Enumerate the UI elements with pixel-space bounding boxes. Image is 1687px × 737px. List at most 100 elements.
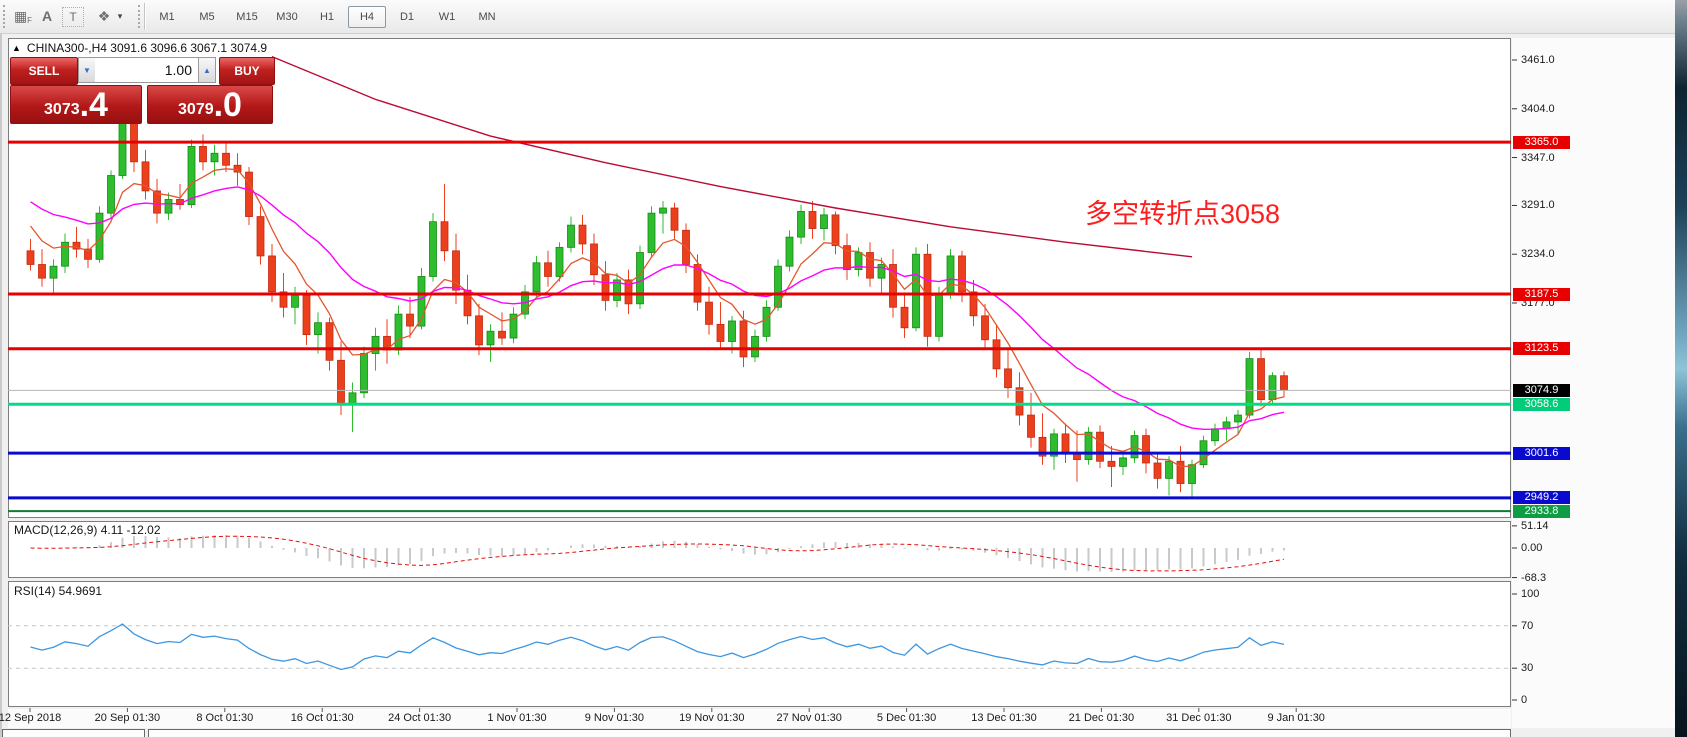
date-axis-label: 31 Dec 01:30 [1166, 712, 1232, 724]
rsi-indicator-label: RSI(14) 54.9691 [14, 584, 103, 598]
dotted-grid-f-icon[interactable]: ▦ F [12, 4, 34, 28]
buy-price-panel[interactable]: 3079 .0 [147, 85, 273, 124]
candle-body [636, 252, 644, 305]
level-price-badge: 2949.2 [1513, 491, 1570, 505]
candle-body [452, 250, 460, 291]
candle [498, 312, 506, 345]
candle [900, 295, 909, 339]
candle [889, 249, 897, 318]
candle [509, 307, 518, 344]
candle-body [1004, 368, 1012, 389]
text-label-tool-icon[interactable]: A [41, 8, 53, 24]
symbol-ohlc-text: CHINA300-,H4 3091.6 3096.6 3067.1 3074.9 [26, 41, 268, 55]
bottom-tab-stub-right[interactable] [148, 729, 1511, 737]
timeframe-button-M15[interactable]: M15 [236, 10, 258, 23]
candle [1234, 409, 1242, 434]
rsi-line [30, 623, 1285, 671]
candle [1004, 348, 1012, 398]
candle [1245, 351, 1254, 419]
timeframe-button-H1[interactable]: H1 [319, 10, 335, 23]
candle-body [1165, 460, 1173, 479]
timeframe-button-H4[interactable]: H4 [348, 5, 386, 28]
candle-body [946, 255, 955, 294]
bottom-tab-stub-left[interactable] [2, 729, 145, 737]
candle-body [1245, 358, 1254, 416]
candle-body [728, 320, 736, 342]
candle-body [866, 252, 874, 279]
date-axis-label: 13 Dec 01:30 [971, 712, 1037, 724]
timeframe-button-W1[interactable]: W1 [438, 10, 456, 23]
ma-layer [29, 55, 1285, 468]
candle-body [1107, 460, 1116, 467]
candle-body [1142, 435, 1150, 464]
candle-body [279, 291, 288, 308]
macd-axis-label: 0.00 [1521, 542, 1543, 554]
buy-button[interactable]: BUY [219, 57, 275, 85]
candle [325, 317, 334, 371]
candle [1050, 428, 1058, 470]
timeframe-button-MN[interactable]: MN [478, 10, 496, 23]
candle [84, 238, 92, 268]
candle-body [429, 221, 437, 277]
candle-body [302, 294, 311, 336]
ma-long-line [271, 55, 1193, 258]
candle [992, 324, 1001, 378]
dotted-grid-f-sub: F [27, 15, 33, 25]
candle-body [1084, 431, 1093, 460]
chart-symbol-header: ▲ CHINA300-,H4 3091.6 3096.6 3067.1 3074… [12, 41, 267, 55]
timeframe-button-M5[interactable]: M5 [199, 10, 215, 23]
candle-body [153, 190, 161, 214]
candle [785, 230, 794, 272]
candle [314, 312, 322, 354]
shapes-dropdown-caret-icon[interactable]: ▾ [117, 10, 123, 21]
candle [141, 149, 150, 200]
candle-body [843, 245, 851, 271]
volume-input[interactable] [95, 57, 198, 83]
timeframe-button-M30[interactable]: M30 [276, 10, 298, 23]
timeframe-button-D1[interactable]: D1 [399, 10, 415, 23]
candle [877, 257, 886, 296]
macd-indicator-label: MACD(12,26,9) 4.11 -12.02 [14, 523, 161, 537]
rsi-axis-label: 70 [1521, 619, 1534, 632]
candle [555, 242, 564, 282]
expand-triangle-icon[interactable]: ▲ [12, 43, 21, 53]
candle-body [498, 330, 506, 339]
macd-signal-line [30, 535, 1285, 572]
candle-body [900, 306, 909, 329]
candle-body [1038, 436, 1047, 457]
candle [26, 238, 35, 271]
date-axis-label: 16 Oct 01:30 [290, 712, 354, 724]
candle [774, 259, 782, 311]
date-axis-label: 27 Nov 01:30 [776, 712, 842, 724]
candle [831, 211, 840, 255]
timeframe-button-M1[interactable]: M1 [159, 10, 175, 23]
sell-price-panel[interactable]: 3073 .4 [10, 85, 142, 124]
buy-price-main: 3079 [178, 101, 214, 118]
candle-body [912, 253, 920, 329]
candle-body [613, 279, 621, 301]
price-axis-label: 3404.0 [1521, 102, 1555, 115]
candle [1165, 456, 1173, 496]
volume-increase-button[interactable]: ▲ [198, 57, 216, 83]
text-box-tool-icon[interactable]: T [62, 7, 84, 27]
candle [475, 303, 483, 356]
sell-button[interactable]: SELL [10, 57, 78, 85]
window-left-edge [0, 33, 2, 737]
date-axis-label: 1 Nov 01:30 [487, 712, 547, 724]
candle [187, 139, 196, 209]
candle [72, 226, 81, 258]
candle-body [762, 306, 771, 337]
volume-decrease-button[interactable]: ▼ [78, 57, 96, 83]
ma-slow-line [30, 186, 1285, 431]
candle [854, 247, 863, 277]
candle-body [210, 152, 219, 163]
candle [95, 206, 104, 263]
candle-body [72, 241, 81, 250]
price-axis-label: 3234.0 [1521, 248, 1555, 261]
shapes-tool-icon[interactable]: ❖ [97, 7, 111, 24]
toolbar-grip[interactable] [3, 5, 9, 28]
candle-body [337, 359, 345, 406]
candle [245, 166, 253, 226]
toolbar-grip-2[interactable] [138, 5, 144, 28]
candle [1015, 372, 1024, 426]
